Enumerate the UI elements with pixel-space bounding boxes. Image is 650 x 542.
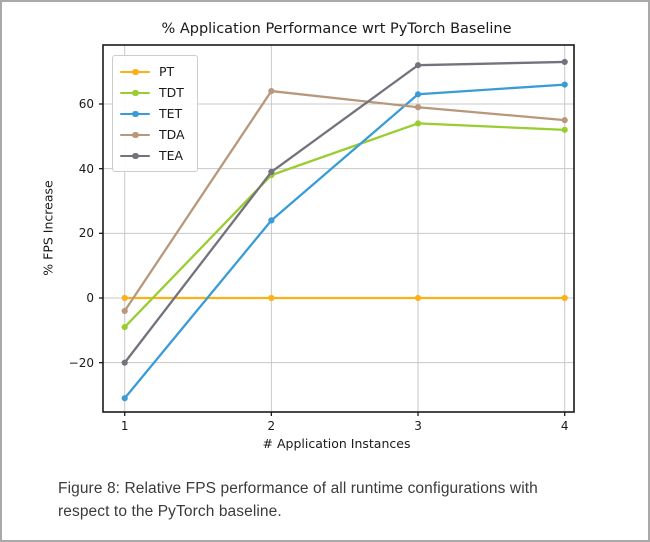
ytick-label-60: 60 [78,96,94,111]
caption-line-1: Figure 8: Relative FPS performance of al… [58,480,538,497]
legend-item-PT: PT [120,61,185,82]
data-point-TDA-x2 [268,87,275,95]
ytick-label--20: −20 [68,355,94,370]
data-point-TET-x1 [121,395,128,402]
data-point-TDT-x4 [561,126,568,133]
legend-label-TDA: TDA [159,127,185,142]
data-point-TEA-x1 [121,359,128,366]
legend-line-sample-TDT [120,82,150,103]
data-point-TET-x2 [268,217,275,224]
ytick-label-0: 0 [86,291,94,305]
legend-line-sample-TEA [120,145,150,166]
legend-label-TET: TET [159,106,183,121]
xtick-label-2: 2 [267,419,276,433]
xtick-label-3: 3 [414,419,422,433]
ytick-label-40: 40 [78,161,94,176]
legend-label-PT: PT [159,64,175,79]
data-point-TDA-x4 [561,117,568,124]
series-line-TDA [123,89,566,313]
axes-spines [102,44,575,413]
y-axis-label: % FPS Increase [40,180,56,276]
data-point-TEA-x2 [268,168,275,175]
legend-item-TEA: TEA [120,145,185,166]
data-point-TDA-x3 [414,104,422,111]
series-line-TET [123,83,566,400]
x-axis-label: # Application Instances [262,436,411,451]
chart-title: % Application Performance wrt PyTorch Ba… [161,21,512,37]
data-point-TDA-x1 [121,307,128,315]
series-line-TDT [123,122,566,329]
series-line-TEA [123,60,566,364]
line-chart-plot [99,44,575,416]
legend: PT TDT TET TDA TEA [112,55,198,172]
legend-label-TDT: TDT [159,85,184,100]
legend-line-sample-PT [120,61,150,82]
data-point-TET-x3 [414,91,422,98]
data-point-PT-x2 [268,294,275,302]
data-point-PT-x4 [561,294,568,302]
data-point-TEA-x4 [561,58,568,66]
ytick-label-20: 20 [78,226,94,241]
legend-line-sample-TET [120,103,150,124]
data-point-TDT-x1 [121,324,128,331]
legend-line-sample-TDA [120,124,150,145]
xtick-label-1: 1 [120,419,129,433]
data-point-PT-x1 [121,294,128,302]
legend-item-TET: TET [120,103,185,124]
data-point-TDT-x3 [414,120,422,127]
caption-line-2: respect to the PyTorch baseline. [58,502,282,520]
figure-caption: Figure 8: Relative FPS performance of al… [58,478,618,523]
legend-item-TDA: TDA [120,124,185,145]
data-point-TET-x4 [561,81,568,88]
data-point-PT-x3 [414,294,422,302]
legend-label-TEA: TEA [159,148,184,163]
legend-item-TDT: TDT [120,82,185,103]
xtick-label-4: 4 [560,419,569,433]
data-point-TEA-x3 [414,62,422,69]
